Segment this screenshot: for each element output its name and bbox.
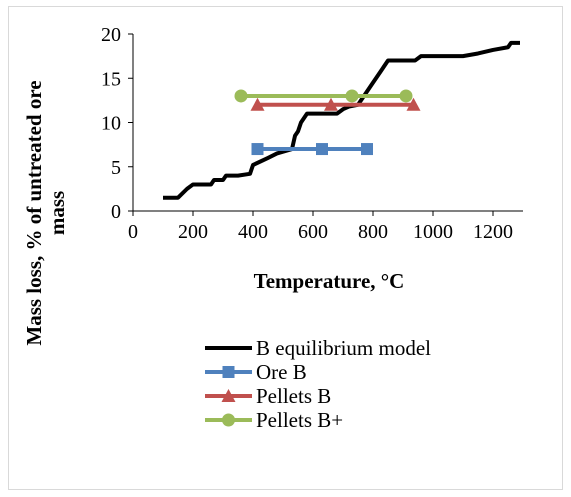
legend-marker	[222, 366, 235, 378]
legend-label: Pellets B+	[256, 408, 343, 432]
x-tick-label: 200	[178, 221, 208, 243]
x-ticks: 0 200 400 600 800 1000 1200	[128, 211, 513, 243]
data-point	[361, 143, 373, 156]
legend-item: Ore B	[205, 360, 307, 384]
y-axis-title-line-1: Mass loss, % of untreated ore	[22, 80, 46, 345]
chart-frame	[8, 6, 563, 490]
y-tick-label: 5	[111, 157, 121, 179]
y-axis-title-line-2: mass	[45, 191, 69, 235]
series-1	[251, 143, 373, 156]
y-tick-label: 20	[101, 24, 121, 46]
data-point	[251, 143, 264, 156]
data-point	[399, 89, 413, 103]
series-2	[250, 97, 421, 111]
x-tick-label: 400	[238, 221, 268, 243]
data-point	[234, 89, 248, 103]
data-point	[250, 97, 265, 111]
x-tick-label: 600	[298, 221, 328, 243]
y-tick-label: 15	[101, 68, 121, 90]
plot-area	[163, 40, 520, 200]
series-3	[234, 89, 413, 103]
x-tick-label: 800	[358, 221, 388, 243]
legend-label: Pellets B	[256, 384, 331, 408]
series-line	[163, 40, 520, 200]
data-point	[406, 97, 421, 111]
legend-marker	[222, 413, 235, 427]
x-tick-label: 0	[128, 221, 138, 243]
legend-label: B equilibrium model	[256, 336, 431, 360]
y-tick-label: 10	[101, 113, 121, 135]
legend-label: Ore B	[256, 360, 307, 384]
data-point	[345, 89, 359, 103]
data-point	[324, 97, 338, 111]
x-axis-title: Temperature, °C	[254, 269, 405, 293]
data-point	[316, 143, 328, 156]
legend-item: Pellets B	[205, 384, 331, 408]
x-tick-label: 1200	[473, 221, 513, 243]
legend-item: B equilibrium model	[205, 336, 431, 360]
x-tick-label: 1000	[413, 221, 453, 243]
legend-item: Pellets B+	[205, 408, 343, 432]
y-axis-title: Mass loss, % of untreated ore mass	[22, 80, 69, 345]
series-0	[163, 40, 520, 200]
y-ticks: 0 5 10 15 20	[101, 24, 133, 223]
legend-marker	[221, 389, 236, 402]
y-tick-label: 0	[111, 201, 121, 223]
